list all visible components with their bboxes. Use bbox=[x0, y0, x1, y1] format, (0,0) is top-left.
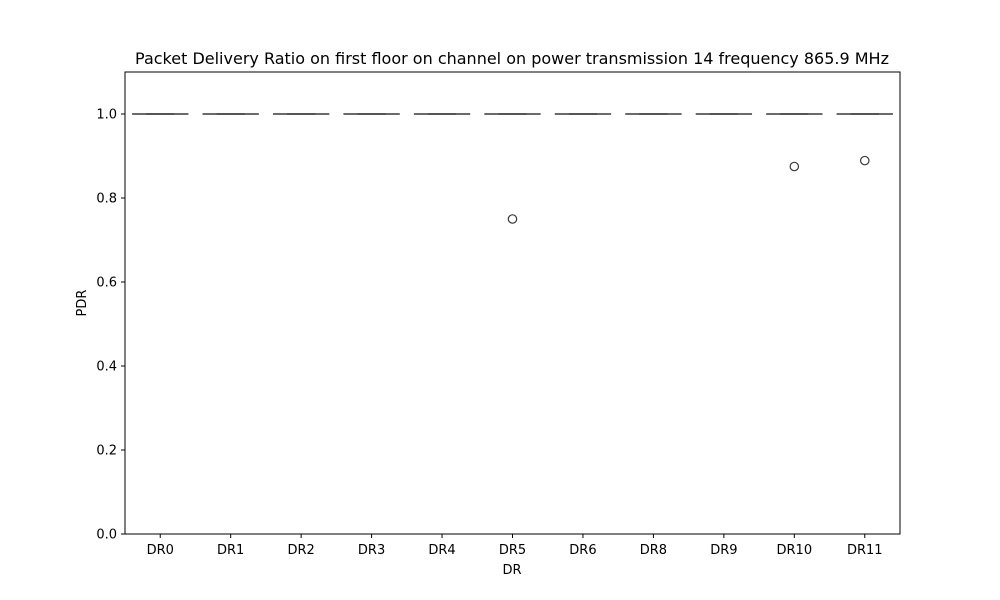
box-series bbox=[132, 113, 893, 224]
x-tick-label: DR10 bbox=[777, 543, 813, 558]
y-tick-label: 0.2 bbox=[96, 444, 117, 459]
y-tick-label: 0.4 bbox=[96, 360, 117, 375]
outlier-point bbox=[859, 155, 870, 166]
x-tick-label: DR6 bbox=[569, 543, 596, 558]
x-tick-label: DR8 bbox=[640, 543, 667, 558]
y-axis-label: PDR bbox=[75, 290, 90, 317]
x-tick-label: DR0 bbox=[147, 543, 174, 558]
box-group bbox=[484, 113, 541, 224]
plot-area-frame bbox=[124, 71, 901, 535]
x-tick-label: DR5 bbox=[499, 543, 526, 558]
y-axis: 0.0 0.2 0.4 0.6 0.8 1.0 bbox=[96, 108, 125, 543]
outlier-point bbox=[507, 214, 518, 224]
x-tick-label: DR9 bbox=[710, 543, 737, 558]
y-tick-label: 0.0 bbox=[96, 528, 117, 543]
x-axis: DR0 DR1 DR2 DR3 DR4 DR5 DR6 DR8 DR9 DR10 DR11 bbox=[147, 534, 883, 558]
box-group bbox=[836, 113, 893, 166]
y-tick-label: 1.0 bbox=[96, 108, 117, 123]
x-tick-label: DR3 bbox=[358, 543, 385, 558]
x-tick-label: DR4 bbox=[428, 543, 455, 558]
x-tick-label: DR11 bbox=[847, 543, 883, 558]
y-tick-label: 0.8 bbox=[96, 192, 117, 207]
y-tick-label: 0.6 bbox=[96, 276, 117, 291]
x-tick-label: DR1 bbox=[217, 543, 244, 558]
outlier-point bbox=[789, 161, 800, 172]
box-group bbox=[766, 113, 823, 172]
chart-title: Packet Delivery Ratio on first floor on … bbox=[135, 49, 889, 68]
x-tick-label: DR2 bbox=[287, 543, 314, 558]
x-axis-label: DR bbox=[502, 563, 521, 578]
